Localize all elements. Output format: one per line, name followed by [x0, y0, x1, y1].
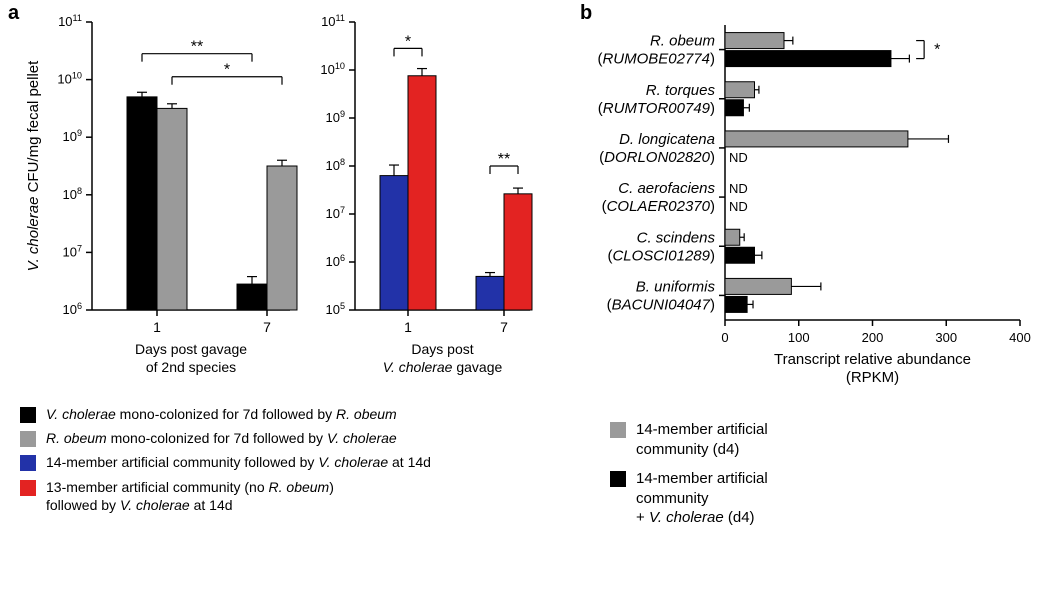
svg-text:106: 106	[325, 253, 345, 269]
svg-text:*: *	[405, 33, 411, 50]
svg-text:1010: 1010	[57, 71, 82, 87]
svg-text:109: 109	[62, 128, 82, 144]
svg-text:0: 0	[721, 330, 728, 345]
chart-a2: 1051061071081091010101117Days postV. cho…	[300, 10, 540, 350]
svg-text:*: *	[224, 62, 230, 79]
legend-swatch	[20, 407, 36, 423]
svg-text:C. scindens: C. scindens	[637, 229, 716, 246]
svg-text:(RUMTOR00749): (RUMTOR00749)	[598, 100, 715, 117]
legend-swatch	[20, 455, 36, 471]
legend-b: 14-member artificialcommunity (d4) 14-mem…	[610, 420, 1040, 538]
svg-text:1010: 1010	[320, 61, 345, 77]
legend-text: 14-member artificial community followed …	[46, 453, 431, 471]
svg-text:Days post gavage: Days post gavage	[135, 341, 247, 357]
svg-text:V. cholerae gavage: V. cholerae gavage	[383, 359, 503, 375]
svg-text:107: 107	[325, 205, 345, 221]
svg-text:108: 108	[62, 186, 82, 202]
svg-text:105: 105	[325, 301, 345, 317]
svg-text:C. aerofaciens: C. aerofaciens	[618, 180, 715, 197]
legend-text: 13-member artificial community (no R. ob…	[46, 478, 334, 514]
svg-text:**: **	[498, 151, 510, 168]
svg-text:400: 400	[1009, 330, 1031, 345]
svg-text:7: 7	[263, 319, 271, 335]
legend-text: 14-member artificialcommunity+ V. choler…	[636, 469, 768, 528]
chart-a1: 106 107 108 109 1010 1011 V. cholerae CFU/mg f…	[20, 10, 300, 350]
panel-a-label: a	[8, 2, 19, 25]
legend-a-item: 14-member artificial community followed …	[20, 453, 540, 471]
svg-text:200: 200	[862, 330, 884, 345]
svg-text:1011: 1011	[58, 13, 82, 29]
svg-text:108: 108	[325, 157, 345, 173]
chart-b-svg: 0 100 200 300 400 Transcript relative abundan…	[550, 10, 1040, 390]
legend-swatch	[610, 422, 626, 438]
svg-text:(COLAER02370): (COLAER02370)	[602, 198, 715, 215]
legend-text: R. obeum mono-colonized for 7d followed …	[46, 429, 397, 447]
svg-text:(RPKM): (RPKM)	[846, 369, 899, 386]
svg-text:(CLOSCI01289): (CLOSCI01289)	[607, 247, 715, 264]
legend-text: 14-member artificialcommunity (d4)	[636, 420, 768, 459]
svg-text:R. obeum: R. obeum	[650, 33, 715, 50]
legend-a: V. cholerae mono-colonized for 7d follow…	[20, 405, 540, 520]
svg-text:ND: ND	[729, 150, 748, 165]
legend-b-item: 14-member artificialcommunity (d4)	[610, 420, 1040, 459]
svg-text:300: 300	[935, 330, 957, 345]
panel-b-label: b	[580, 2, 592, 25]
chart-a1-svg: 106 107 108 109 1010 1011 V. cholerae CFU/mg f…	[20, 10, 300, 390]
legend-a-item: 13-member artificial community (no R. ob…	[20, 478, 540, 514]
svg-text:V. cholerae CFU/mg fecal pelle: V. cholerae CFU/mg fecal pellet	[25, 60, 42, 271]
svg-text:**: **	[191, 39, 203, 56]
svg-text:ND: ND	[729, 199, 748, 214]
svg-text:(BACUNI04047): (BACUNI04047)	[607, 296, 715, 313]
legend-text: V. cholerae mono-colonized for 7d follow…	[46, 405, 397, 423]
svg-text:(RUMOBE02774): (RUMOBE02774)	[597, 51, 715, 68]
legend-swatch	[20, 480, 36, 496]
svg-text:1: 1	[404, 319, 412, 335]
panel-a: a 10610710810910101011V. cholerae CFU/mg…	[10, 10, 540, 595]
svg-text:107: 107	[62, 243, 82, 259]
svg-text:ND: ND	[729, 181, 748, 196]
legend-swatch	[20, 431, 36, 447]
svg-text:*: *	[934, 42, 940, 59]
panel-b: b 0100200300400Transcript relative abund…	[540, 10, 1040, 595]
legend-swatch	[610, 471, 626, 487]
svg-text:109: 109	[325, 109, 345, 125]
svg-text:(DORLON02820): (DORLON02820)	[599, 149, 715, 166]
legend-b-item: 14-member artificialcommunity+ V. choler…	[610, 469, 1040, 528]
svg-text:of 2nd species: of 2nd species	[146, 359, 236, 375]
svg-text:B. uniformis: B. uniformis	[636, 278, 716, 295]
chart-a2-svg: 105 106 107 108 109 1010 1011 1 7 Days post V. cho…	[300, 10, 540, 390]
svg-text:1: 1	[153, 319, 161, 335]
svg-text:106: 106	[62, 301, 82, 317]
svg-text:Days post: Days post	[411, 341, 473, 357]
legend-a-item: R. obeum mono-colonized for 7d followed …	[20, 429, 540, 447]
legend-a-item: V. cholerae mono-colonized for 7d follow…	[20, 405, 540, 423]
svg-text:D. longicatena: D. longicatena	[619, 131, 715, 148]
svg-text:1011: 1011	[321, 13, 345, 29]
svg-text:7: 7	[500, 319, 508, 335]
svg-text:R. torques: R. torques	[646, 82, 716, 99]
svg-text:Transcript relative abundance: Transcript relative abundance	[774, 351, 971, 368]
svg-text:100: 100	[788, 330, 810, 345]
